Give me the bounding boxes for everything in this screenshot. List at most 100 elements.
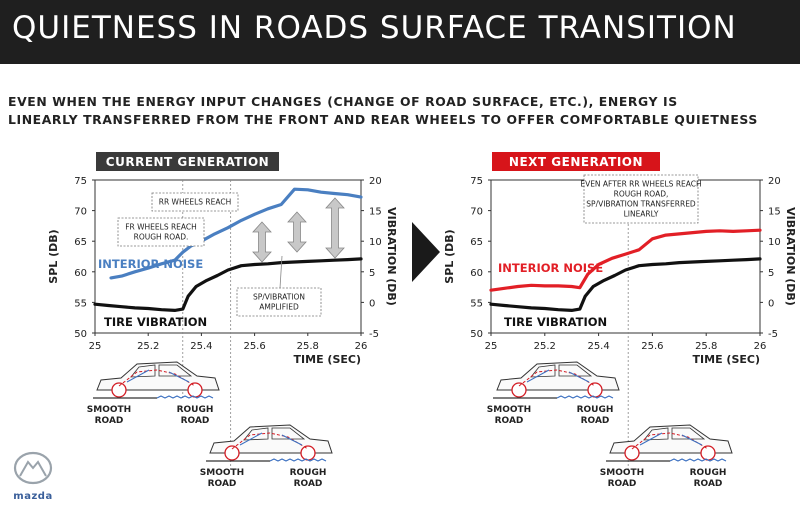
mazda-logo-icon bbox=[13, 451, 53, 485]
current-y2label: VIBRATION (DB) bbox=[385, 207, 398, 306]
rough-road-label: ROUGH bbox=[577, 405, 614, 415]
car-body bbox=[209, 424, 333, 454]
current-ytick-label: 75 bbox=[74, 176, 87, 187]
amplification-arrow bbox=[325, 197, 345, 259]
title-bar: QUIETNESS IN ROADS SURFACE TRANSITION bbox=[0, 0, 800, 64]
amplified-note-text: SP/VIBRATION bbox=[253, 293, 305, 302]
rough-road-label: ROUGH bbox=[290, 468, 327, 478]
subtitle-line-1: EVEN WHEN THE ENERGY INPUT CHANGES (CHAN… bbox=[8, 94, 678, 109]
amplification-arrow bbox=[252, 221, 272, 263]
car-window-rear bbox=[671, 427, 706, 440]
car-vibration-path bbox=[118, 369, 196, 387]
linear-transfer-note-text: SP/VIBRATION TRANSFERRED bbox=[586, 200, 696, 209]
smooth-road-label: ROAD bbox=[608, 479, 637, 489]
linear-transfer-note-text: ROUGH ROAD, bbox=[614, 190, 669, 199]
fr-wheels-note-text: FR WHEELS REACH bbox=[125, 223, 197, 232]
next-ytick-label: 50 bbox=[470, 329, 483, 340]
smooth-road-label: SMOOTH bbox=[600, 468, 644, 478]
car-wheel-front bbox=[511, 382, 527, 398]
next-xtick-label: 25.4 bbox=[587, 341, 609, 352]
next-y2tick-label: 0 bbox=[768, 298, 774, 309]
road-rough bbox=[669, 458, 727, 462]
smooth-road-label: SMOOTH bbox=[200, 468, 244, 478]
next-xtick-label: 25.2 bbox=[534, 341, 556, 352]
next-ytick-label: 55 bbox=[470, 298, 483, 309]
current-y2tick-label: 20 bbox=[369, 176, 382, 187]
current-ytick-label: 70 bbox=[74, 207, 87, 218]
current-xtick-label: 25 bbox=[89, 341, 102, 352]
car-window-rear bbox=[558, 364, 593, 377]
current-tire-vibration-line bbox=[93, 257, 363, 312]
page-title: QUIETNESS IN ROADS SURFACE TRANSITION bbox=[12, 10, 737, 46]
car-body bbox=[496, 361, 620, 391]
car-window-rear bbox=[158, 364, 193, 377]
current-ytick-label: 65 bbox=[74, 237, 87, 248]
next-ytick-label: 75 bbox=[470, 176, 483, 187]
transition-arrow-icon bbox=[412, 222, 440, 282]
car-body bbox=[609, 424, 733, 454]
car-wheel-front bbox=[224, 445, 240, 461]
next-y2tick-label: 10 bbox=[768, 237, 781, 248]
fr-wheels-note-box bbox=[117, 217, 205, 247]
current-chart: CURRENT GENERATION 50 55 60 65 70 75 -5 0 5 10 15 20… bbox=[47, 152, 398, 470]
car-noise-path bbox=[526, 369, 590, 383]
mazda-logo: mazda bbox=[13, 451, 53, 502]
next-xtick-label: 25.8 bbox=[695, 341, 717, 352]
next-y2tick-label: -5 bbox=[768, 329, 778, 340]
current-y2tick-label: -5 bbox=[369, 329, 379, 340]
road-rough bbox=[269, 458, 327, 462]
road-rough bbox=[556, 395, 614, 399]
car-wheel-rear bbox=[587, 382, 603, 398]
car-wheel-front bbox=[624, 445, 640, 461]
next-y2label: VIBRATION (DB) bbox=[784, 207, 797, 306]
current-ytick-label: 55 bbox=[74, 298, 87, 309]
current-interior-noise-line bbox=[109, 187, 363, 280]
current-y2tick-label: 10 bbox=[369, 237, 382, 248]
car-wheel-front bbox=[111, 382, 127, 398]
smooth-road-label: SMOOTH bbox=[487, 405, 531, 415]
current-xtick-label: 25.8 bbox=[297, 341, 319, 352]
next-xtick-label: 25 bbox=[485, 341, 498, 352]
next-xlabel: TIME (SEC) bbox=[693, 353, 760, 366]
fr-wheels-note-text: ROUGH ROAD. bbox=[134, 233, 189, 242]
smooth-road-label: ROAD bbox=[95, 416, 124, 426]
current-y2tick-label: 0 bbox=[369, 298, 375, 309]
car-vibration-path bbox=[231, 432, 309, 450]
mazda-wing-icon bbox=[19, 460, 47, 477]
rough-road-label: ROUGH bbox=[690, 468, 727, 478]
car-vibration-path bbox=[518, 369, 596, 387]
next-ytick-label: 60 bbox=[470, 268, 483, 279]
linear-transfer-note-box bbox=[583, 174, 699, 224]
smooth-road-label: SMOOTH bbox=[87, 405, 131, 415]
current-tire-vibration-label: TIRE VIBRATION bbox=[104, 315, 207, 329]
next-ylabel: SPL (DB) bbox=[443, 229, 456, 283]
car-noise-path bbox=[639, 432, 703, 446]
current-badge-bg bbox=[96, 152, 279, 171]
current-interior-noise-label: INTERIOR NOISE bbox=[98, 257, 203, 271]
next-y2tick-label: 15 bbox=[768, 207, 781, 218]
smooth-road-label: ROAD bbox=[495, 416, 524, 426]
next-interior-noise-label: INTERIOR NOISE bbox=[498, 261, 603, 275]
car-illustrations: SMOOTHROADROUGHROADSMOOTHROADROUGHROADSM… bbox=[87, 361, 733, 489]
linear-transfer-note-text: EVEN AFTER RR WHEELS REACH bbox=[580, 180, 701, 189]
car-window-rear bbox=[271, 427, 306, 440]
car-wheel-rear bbox=[700, 445, 716, 461]
current-ytick-label: 50 bbox=[74, 329, 87, 340]
rough-road-label: ROAD bbox=[181, 416, 210, 426]
car-vibration-path bbox=[631, 432, 709, 450]
current-ytick-label: 60 bbox=[74, 268, 87, 279]
current-y2tick-label: 5 bbox=[369, 268, 375, 279]
next-tire-vibration-label: TIRE VIBRATION bbox=[504, 315, 607, 329]
linear-transfer-note-text: LINEARLY bbox=[624, 210, 659, 219]
next-badge-bg bbox=[492, 152, 660, 171]
car-window-front bbox=[643, 427, 669, 441]
next-chart: NEXT GENERATION 50 55 60 65 70 75 -5 0 5 10 15 20 25 2… bbox=[443, 152, 797, 470]
next-ytick-label: 70 bbox=[470, 207, 483, 218]
current-ylabel: SPL (DB) bbox=[47, 229, 60, 283]
subtitle: EVEN WHEN THE ENERGY INPUT CHANGES (CHAN… bbox=[8, 93, 788, 129]
car-noise-path bbox=[126, 369, 190, 383]
current-plot-frame bbox=[94, 179, 362, 334]
